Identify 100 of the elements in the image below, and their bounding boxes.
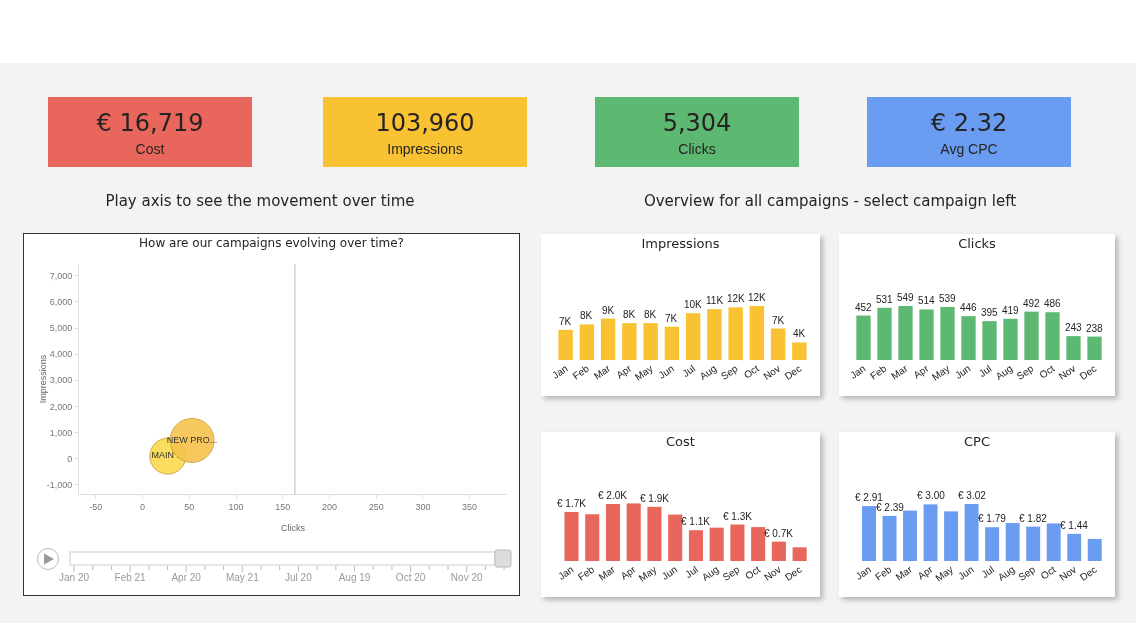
x-tick-label: Mar <box>591 362 613 382</box>
text: 103,960 <box>375 109 475 137</box>
x-tick-label: 350 <box>462 501 478 512</box>
x-tick-label: Aug <box>699 563 721 583</box>
bar <box>940 306 955 360</box>
bar <box>688 530 703 561</box>
x-axis-title: Clicks <box>281 523 306 533</box>
bar <box>961 316 976 360</box>
y-tick-label: 4,000 <box>49 349 73 360</box>
y-tick-label: 3,000 <box>49 375 73 386</box>
bar <box>898 306 913 360</box>
x-tick-label: 250 <box>368 501 384 512</box>
data-label: € 3.00 <box>917 490 946 501</box>
bar <box>709 527 724 561</box>
text: Feb 21 <box>114 572 146 583</box>
chart-title: Clicks <box>958 235 997 251</box>
chart-title: How are our campaigns evolving over time? <box>139 236 404 251</box>
bar <box>664 326 680 360</box>
y-tick-label: 7,000 <box>49 270 73 281</box>
bar <box>600 318 616 360</box>
data-label: € 1.82 <box>1019 513 1048 524</box>
category-label: Clicks <box>677 141 717 157</box>
x-tick-label: Jul <box>979 563 997 581</box>
data-label: 8K <box>580 310 593 321</box>
x-tick-label: Aug <box>697 362 719 382</box>
x-tick-label: Jul <box>683 563 700 581</box>
x-tick-label: May <box>929 362 952 383</box>
bar <box>558 329 573 360</box>
bar <box>919 309 934 360</box>
x-tick-label: Jan <box>853 563 874 582</box>
x-tick-label: Jun <box>656 362 676 381</box>
data-label: 486 <box>1044 298 1062 309</box>
x-tick-label: Oct <box>1038 563 1058 582</box>
chart-title: CPC <box>964 434 990 450</box>
x-tick-label: Mar <box>596 563 618 583</box>
bar <box>585 514 600 561</box>
bar <box>964 504 979 561</box>
bar <box>792 547 807 561</box>
bar <box>877 307 892 360</box>
bar <box>564 511 579 561</box>
bar <box>1046 523 1061 561</box>
category-label: Avg CPC <box>939 141 999 157</box>
x-tick-label: Feb <box>575 563 597 583</box>
bar <box>944 511 959 561</box>
x-tick-label: Jul <box>680 362 698 380</box>
bar <box>792 342 807 360</box>
x-tick-label: Mar <box>889 362 911 382</box>
data-label: 9K <box>602 305 615 316</box>
data-label: € 1.9K <box>640 493 670 504</box>
data-label: 238 <box>1086 323 1104 334</box>
bar <box>862 506 876 561</box>
text: Overview for all campaigns - select campaign left <box>642 192 1018 210</box>
chart-title: Impressions <box>641 235 720 251</box>
x-tick-label: Sep <box>1016 563 1038 583</box>
x-tick-label: Sep <box>718 362 740 382</box>
data-label: € 2.0K <box>598 490 628 501</box>
x-tick-label: 0 <box>140 501 146 512</box>
data-label: 4K <box>793 328 806 339</box>
x-tick-label: Dec <box>782 362 804 382</box>
data-label: 539 <box>939 293 957 304</box>
bar <box>728 307 743 360</box>
text: € 16,719 <box>96 109 204 137</box>
x-tick-label: Oct <box>743 563 763 582</box>
x-tick-label: Mar <box>893 563 915 583</box>
bar <box>643 323 658 360</box>
x-tick-label: May <box>636 563 659 584</box>
y-tick-label: 0 <box>67 453 73 464</box>
x-tick-label: Feb <box>873 563 894 583</box>
x-tick-label: Jan <box>556 563 576 582</box>
text: Play axis to see the movement over time <box>104 192 416 210</box>
data-label: 492 <box>1023 298 1041 309</box>
bar <box>1003 318 1018 360</box>
bar <box>668 514 683 561</box>
data-label: 8K <box>623 309 636 320</box>
x-tick-label: Nov <box>1056 362 1078 382</box>
text: Jul 20 <box>285 572 312 583</box>
bar <box>982 321 997 360</box>
data-label: 7K <box>559 316 572 327</box>
text: May 21 <box>225 572 259 583</box>
x-tick-label: Nov <box>1057 563 1079 583</box>
text: € 2.32 <box>930 109 1008 137</box>
data-label: 419 <box>1002 305 1020 316</box>
bar <box>1087 336 1102 360</box>
x-tick-label: -50 <box>89 501 103 512</box>
data-label: 7K <box>665 313 678 324</box>
data-label: 395 <box>981 307 999 318</box>
x-tick-label: Jun <box>953 362 973 381</box>
x-tick-label: Oct <box>1037 362 1057 381</box>
x-tick-label: Jan <box>848 362 868 381</box>
data-label: € 1.7K <box>557 498 587 509</box>
x-tick-label: 300 <box>415 501 431 512</box>
x-tick-label: Dec <box>1077 362 1099 382</box>
data-label: 452 <box>855 302 873 313</box>
bar <box>1024 311 1039 360</box>
x-tick-label: Dec <box>1077 563 1099 583</box>
bar <box>856 315 871 360</box>
x-tick-label: Sep <box>720 563 742 583</box>
x-tick-label: Apr <box>618 563 639 582</box>
data-label: 243 <box>1065 322 1083 333</box>
y-tick-label: 5,000 <box>49 323 73 334</box>
